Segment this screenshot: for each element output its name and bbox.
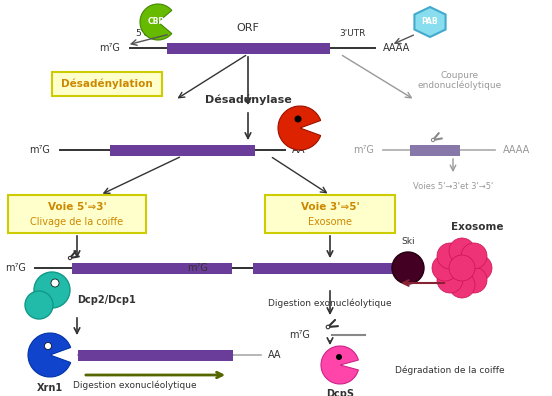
Text: Exosome: Exosome (308, 217, 352, 227)
Wedge shape (321, 346, 358, 384)
Text: Digestion exonucléolytique: Digestion exonucléolytique (268, 298, 392, 308)
Text: PAB: PAB (422, 17, 438, 27)
Text: endonucléolytique: endonucléolytique (418, 80, 502, 90)
Wedge shape (140, 4, 172, 40)
Text: AA: AA (268, 350, 282, 360)
Circle shape (461, 267, 487, 293)
Text: Xrn1: Xrn1 (37, 383, 63, 393)
Circle shape (466, 255, 492, 281)
Text: 3'UTR: 3'UTR (339, 29, 365, 38)
Wedge shape (28, 333, 71, 377)
Circle shape (437, 267, 463, 293)
Text: DcpS: DcpS (326, 389, 354, 396)
Text: m⁷G: m⁷G (353, 145, 374, 155)
FancyBboxPatch shape (167, 42, 330, 53)
Circle shape (295, 116, 301, 122)
Text: AAAA: AAAA (503, 145, 530, 155)
Wedge shape (278, 106, 321, 150)
Text: Désadénylase: Désadénylase (205, 95, 291, 105)
Text: Coupure: Coupure (441, 71, 479, 80)
Text: m⁷G: m⁷G (289, 330, 310, 340)
Circle shape (449, 238, 475, 264)
Text: Digestion exonucléolytique: Digestion exonucléolytique (73, 380, 197, 390)
Text: Voies 5'→3'et 3'→5': Voies 5'→3'et 3'→5' (413, 182, 493, 191)
Circle shape (51, 279, 59, 287)
Text: CBP: CBP (147, 17, 164, 27)
FancyBboxPatch shape (8, 195, 146, 233)
Circle shape (392, 252, 424, 284)
Text: AA: AA (292, 145, 305, 155)
Text: Voie 3'⇒5': Voie 3'⇒5' (301, 202, 359, 212)
FancyBboxPatch shape (265, 195, 395, 233)
Text: Désadénylation: Désadénylation (61, 79, 153, 89)
Circle shape (336, 354, 342, 360)
FancyBboxPatch shape (253, 263, 393, 274)
Text: m⁷G: m⁷G (5, 263, 26, 273)
Circle shape (68, 256, 72, 260)
Text: 5'UTR: 5'UTR (135, 29, 161, 38)
Circle shape (449, 272, 475, 298)
Text: AAAA: AAAA (383, 43, 410, 53)
Circle shape (326, 325, 330, 329)
Text: Ski: Ski (401, 237, 415, 246)
Text: m⁷G: m⁷G (29, 145, 50, 155)
Text: Dégradation de la coiffe: Dégradation de la coiffe (395, 365, 505, 375)
Circle shape (449, 255, 475, 281)
Circle shape (431, 138, 434, 142)
FancyBboxPatch shape (52, 72, 162, 96)
Circle shape (461, 243, 487, 269)
Text: ORF: ORF (237, 23, 259, 33)
Text: Exosome: Exosome (451, 222, 503, 232)
Circle shape (25, 291, 53, 319)
Text: Dcp2/Dcp1: Dcp2/Dcp1 (77, 295, 136, 305)
Text: Voie 5'⇒3': Voie 5'⇒3' (47, 202, 107, 212)
Circle shape (34, 272, 70, 308)
FancyBboxPatch shape (410, 145, 460, 156)
Circle shape (437, 243, 463, 269)
Polygon shape (415, 7, 445, 37)
Circle shape (432, 255, 458, 281)
Text: m⁷G: m⁷G (99, 43, 120, 53)
FancyBboxPatch shape (72, 263, 232, 274)
Circle shape (45, 343, 51, 350)
FancyBboxPatch shape (78, 350, 233, 360)
Text: m⁷G: m⁷G (187, 263, 208, 273)
FancyBboxPatch shape (110, 145, 255, 156)
Text: Clivage de la coiffe: Clivage de la coiffe (30, 217, 124, 227)
Text: AA: AA (267, 263, 280, 273)
